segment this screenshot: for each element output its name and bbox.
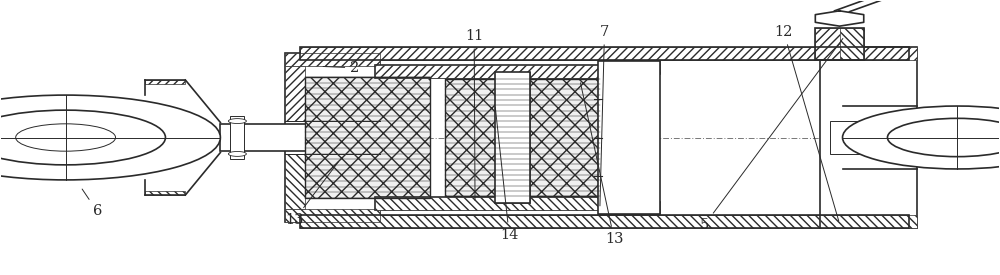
Bar (830, 121, 917, 154)
Bar (285, 154, 305, 209)
Bar (145, 80, 185, 84)
Circle shape (0, 110, 165, 165)
Text: 12: 12 (775, 25, 839, 221)
Circle shape (228, 152, 246, 156)
Bar (375, 197, 620, 210)
Bar (495, 72, 530, 138)
Bar (445, 79, 600, 196)
Bar (285, 209, 380, 222)
Bar (285, 53, 380, 66)
Bar (598, 61, 660, 74)
Text: 5: 5 (700, 39, 843, 232)
Polygon shape (185, 80, 220, 195)
Bar (598, 201, 660, 214)
Bar (375, 65, 620, 78)
Circle shape (0, 95, 220, 180)
Text: 7: 7 (600, 25, 609, 206)
Bar (145, 191, 185, 195)
Bar (305, 77, 430, 198)
Bar (598, 61, 660, 214)
Bar (375, 197, 620, 210)
Bar (300, 215, 909, 228)
Bar (300, 47, 909, 60)
Bar (820, 215, 917, 228)
Bar (495, 72, 530, 203)
Text: 13: 13 (285, 162, 339, 227)
Text: 13: 13 (580, 83, 623, 246)
Bar (300, 47, 909, 60)
Bar (445, 79, 600, 196)
Text: 2: 2 (323, 61, 359, 75)
Circle shape (843, 106, 1000, 169)
Bar (815, 28, 840, 60)
Polygon shape (843, 106, 917, 169)
Text: 14: 14 (495, 108, 518, 242)
Bar (300, 215, 909, 228)
Bar (375, 65, 620, 78)
Circle shape (228, 119, 246, 123)
Bar (230, 116, 244, 160)
Circle shape (16, 124, 116, 151)
Text: 11: 11 (465, 29, 483, 200)
Bar (285, 66, 305, 121)
Text: 6: 6 (82, 189, 102, 218)
Bar (285, 53, 380, 222)
Bar (820, 47, 917, 60)
Polygon shape (815, 11, 864, 26)
Bar (305, 77, 430, 198)
Bar (815, 28, 864, 60)
Bar (220, 124, 420, 151)
Bar (820, 47, 917, 228)
Bar (495, 138, 530, 203)
Bar (840, 28, 864, 60)
Circle shape (887, 118, 1000, 157)
